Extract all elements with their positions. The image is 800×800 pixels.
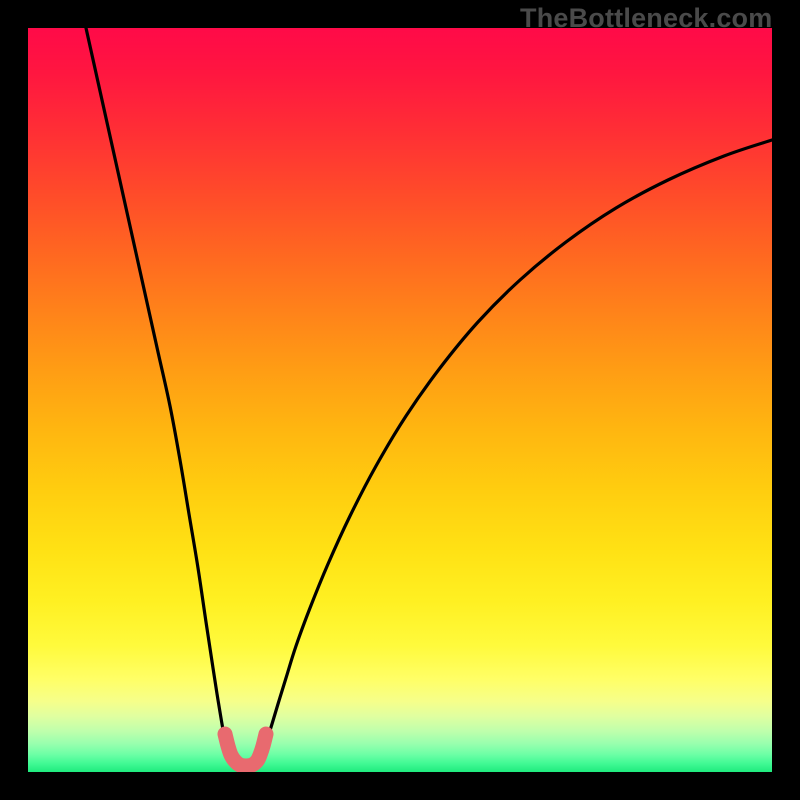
gradient-background — [28, 28, 772, 772]
watermark-text: TheBottleneck.com — [520, 3, 772, 34]
bottleneck-chart — [28, 28, 772, 772]
